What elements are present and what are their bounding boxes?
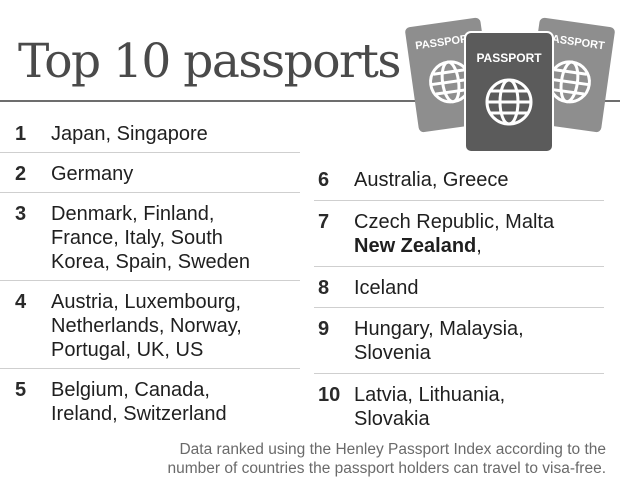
- countries-line: Germany: [51, 163, 134, 185]
- countries-line: Iceland: [354, 277, 419, 299]
- rank-number: 1: [15, 123, 27, 145]
- globe-icon: [485, 78, 533, 126]
- passport-center: PASSPORT: [464, 31, 554, 153]
- footnote-line: Data ranked using the Henley Passport In…: [179, 441, 606, 458]
- countries-line: Slovenia: [354, 342, 431, 364]
- countries-line: Portugal, UK, US: [51, 339, 204, 361]
- countries-bold: New Zealand: [354, 235, 477, 257]
- countries-line: Japan, Singapore: [51, 123, 208, 145]
- countries-line: Netherlands, Norway,: [51, 315, 242, 337]
- title-divider: [0, 100, 620, 102]
- passports-illustration: PASSPORT PASSPORT PASSPORT: [405, 10, 615, 160]
- ranking-countries: Germany: [51, 162, 300, 186]
- ranking-entry: 4 Austria, Luxembourg, Netherlands, Norw…: [0, 281, 300, 369]
- ranking-countries: Iceland: [354, 276, 604, 300]
- ranking-countries: Hungary, Malaysia, Slovenia: [354, 317, 604, 365]
- countries-line: Austria, Luxembourg,: [51, 291, 242, 313]
- ranking-entry: 6 Australia, Greece: [314, 157, 604, 201]
- rank-number: 8: [318, 277, 330, 299]
- countries-line: Hungary, Malaysia,: [354, 318, 524, 340]
- rank-number: 2: [15, 163, 27, 185]
- countries-line: France, Italy, South: [51, 227, 223, 249]
- countries-line: Czech Republic, Malta: [354, 211, 555, 233]
- countries-line: Latvia, Lithuania,: [354, 384, 506, 406]
- ranking-entry: 9 Hungary, Malaysia, Slovenia: [314, 308, 604, 374]
- countries-line: New Zealand,: [354, 234, 604, 258]
- rank-number: 7: [318, 211, 330, 233]
- rank-number: 3: [15, 203, 27, 225]
- rank-number: 6: [318, 169, 330, 191]
- rankings-right-column: 6 Australia, Greece 7 Czech Republic, Ma…: [314, 157, 604, 437]
- ranking-countries: Denmark, Finland, France, Italy, South K…: [51, 202, 300, 274]
- rankings-left-column: 1 Japan, Singapore 2 Germany 3 Denmark, …: [0, 113, 300, 432]
- ranking-entry: 8 Iceland: [314, 267, 604, 308]
- ranking-countries: Belgium, Canada, Ireland, Switzerland: [51, 378, 300, 426]
- ranking-entry: 10 Latvia, Lithuania, Slovakia: [314, 374, 604, 437]
- countries-line: Belgium, Canada,: [51, 379, 210, 401]
- rank-number: 10: [318, 384, 341, 406]
- ranking-countries: Austria, Luxembourg, Netherlands, Norway…: [51, 290, 300, 362]
- ranking-countries: Latvia, Lithuania, Slovakia: [354, 383, 604, 431]
- countries-line: Australia, Greece: [354, 169, 509, 191]
- countries-line: Ireland, Switzerland: [51, 403, 227, 425]
- ranking-entry: 3 Denmark, Finland, France, Italy, South…: [0, 193, 300, 281]
- ranking-countries: Czech Republic, Malta New Zealand,: [354, 210, 604, 258]
- rank-number: 5: [15, 379, 27, 401]
- countries-bold-suffix: ,: [476, 235, 482, 257]
- rank-number: 9: [318, 318, 330, 340]
- ranking-entry: 7 Czech Republic, Malta New Zealand,: [314, 201, 604, 267]
- ranking-entry: 1 Japan, Singapore: [0, 113, 300, 153]
- rank-number: 4: [15, 291, 27, 313]
- countries-line: Slovakia: [354, 408, 430, 430]
- passport-center-label: PASSPORT: [476, 51, 542, 65]
- footnote-line: number of countries the passport holders…: [167, 460, 606, 477]
- footnote: Data ranked using the Henley Passport In…: [46, 440, 606, 478]
- page-title: Top 10 passports: [18, 34, 401, 89]
- countries-line: Korea, Spain, Sweden: [51, 251, 251, 273]
- countries-line: Denmark, Finland,: [51, 203, 215, 225]
- ranking-entry: 5 Belgium, Canada, Ireland, Switzerland: [0, 369, 300, 432]
- ranking-countries: Japan, Singapore: [51, 122, 300, 146]
- ranking-entry: 2 Germany: [0, 153, 300, 193]
- ranking-countries: Australia, Greece: [354, 168, 604, 192]
